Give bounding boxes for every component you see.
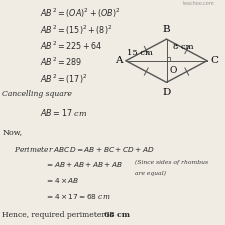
- Text: $AB^2 = (15)^2 + (8)^2$: $AB^2 = (15)^2 + (8)^2$: [40, 23, 113, 37]
- Text: 15 cm: 15 cm: [126, 49, 153, 57]
- Text: 8 cm: 8 cm: [173, 43, 194, 51]
- Text: $AB^2 = (17)^2$: $AB^2 = (17)^2$: [40, 72, 88, 86]
- Text: Now,: Now,: [2, 128, 22, 136]
- Text: O: O: [170, 66, 177, 75]
- Text: B: B: [163, 25, 170, 34]
- Text: $AB^2 = 225 + 64$: $AB^2 = 225 + 64$: [40, 40, 103, 52]
- Text: A: A: [115, 56, 123, 65]
- Text: $= AB + AB + AB + AB$: $= AB + AB + AB + AB$: [45, 160, 123, 169]
- Text: 68 cm: 68 cm: [104, 211, 130, 219]
- Text: are equal): are equal): [135, 171, 166, 176]
- Text: $= 4 \times 17 = 68$ cm: $= 4 \times 17 = 68$ cm: [45, 192, 110, 201]
- Text: (Since sides of rhombus: (Since sides of rhombus: [135, 160, 208, 165]
- Text: D: D: [162, 88, 171, 97]
- Text: $AB = 17$ cm: $AB = 17$ cm: [40, 107, 88, 118]
- Text: Perimeter $ABCD = AB + BC + CD + AD$: Perimeter $ABCD = AB + BC + CD + AD$: [14, 144, 154, 153]
- Text: $AB^2 = (OA)^2 + (OB)^2$: $AB^2 = (OA)^2 + (OB)^2$: [40, 7, 121, 20]
- Text: Cancelling square: Cancelling square: [2, 90, 72, 98]
- Text: teachoo.com: teachoo.com: [183, 1, 215, 6]
- Text: C: C: [210, 56, 218, 65]
- Text: $AB^2 = 289$: $AB^2 = 289$: [40, 56, 83, 68]
- Text: $= 4 \times AB$: $= 4 \times AB$: [45, 176, 79, 185]
- Text: Hence, required perimeter is: Hence, required perimeter is: [2, 211, 116, 219]
